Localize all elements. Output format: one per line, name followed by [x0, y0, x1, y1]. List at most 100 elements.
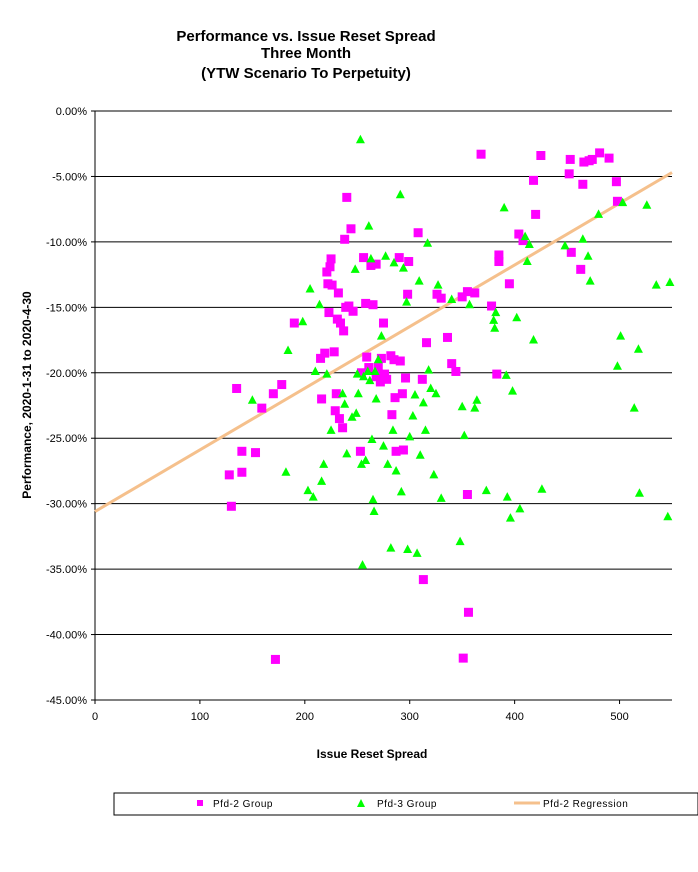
- pfd2-point: [564, 169, 574, 179]
- pfd2-point: [451, 366, 461, 376]
- pfd2-point: [397, 389, 407, 399]
- pfd2-point: [346, 224, 356, 234]
- pfd2-point: [373, 363, 383, 373]
- pfd2-point: [457, 292, 467, 302]
- y-tick-label: -25.00%: [46, 433, 87, 445]
- pfd2-point: [268, 389, 278, 399]
- pfd2-point: [612, 196, 622, 206]
- pfd2-point: [395, 356, 405, 366]
- pfd3-point: [472, 395, 482, 404]
- pfd3-point: [426, 383, 436, 392]
- x-tick-label: 200: [296, 711, 314, 723]
- pfd3-point: [585, 276, 595, 285]
- pfd3-point: [642, 200, 652, 209]
- pfd3-point: [303, 485, 313, 495]
- pfd2-point: [390, 393, 400, 403]
- pfd3-point: [351, 408, 361, 417]
- pfd2-point: [536, 151, 546, 161]
- pfd2-point: [494, 257, 504, 267]
- pfd2-point: [463, 607, 473, 617]
- pfd3-point: [396, 486, 406, 496]
- pfd3-point: [560, 240, 570, 250]
- pfd2-point: [376, 353, 386, 363]
- pfd3-point: [370, 366, 380, 375]
- pfd3-point: [386, 543, 396, 552]
- pfd3-point: [501, 370, 511, 379]
- pfd3-point: [436, 493, 446, 502]
- pfd2-point: [375, 377, 385, 387]
- chart-title: Performance vs. Issue Reset Spread Three…: [176, 28, 435, 82]
- pfd2-point: [529, 175, 539, 185]
- pfd2-point: [364, 363, 374, 373]
- y-tick-label: -35.00%: [46, 564, 87, 576]
- y-tick-label: -10.00%: [46, 237, 87, 249]
- pfd2-point: [379, 318, 388, 328]
- pfd2-point: [401, 373, 411, 383]
- y-tick-label: -45.00%: [46, 695, 87, 707]
- pfd2-point: [391, 446, 401, 456]
- chart-title-line-1: Performance vs. Issue Reset Spread: [176, 28, 435, 45]
- pfd2-point: [442, 332, 452, 342]
- pfd3-point: [423, 238, 433, 247]
- pfd2-point: [565, 154, 575, 164]
- pfd3-point: [383, 459, 393, 468]
- pfd3-point: [502, 492, 512, 501]
- pfd2-point: [320, 348, 330, 358]
- pfd2-point: [361, 298, 371, 308]
- pfd3-point: [355, 134, 365, 144]
- x-tick-label: 0: [92, 711, 98, 723]
- pfd3-point: [481, 485, 491, 495]
- legend-regression-label: Pfd-2 Regression: [543, 799, 628, 810]
- pfd3-point: [371, 393, 381, 403]
- pfd2-point: [404, 257, 414, 267]
- pfd2-point: [422, 338, 432, 348]
- pfd2-point: [340, 234, 350, 244]
- pfd3-point: [455, 536, 465, 546]
- pfd3-point: [363, 366, 373, 375]
- pfd3-point: [537, 484, 547, 493]
- pfd3-point: [583, 251, 593, 260]
- pfd3-point: [310, 366, 320, 375]
- pfd3-point: [373, 354, 383, 364]
- pfd2-point: [329, 347, 339, 357]
- pfd2-point: [316, 353, 326, 363]
- pfd3-point: [457, 401, 467, 411]
- pfd3-point: [412, 548, 422, 557]
- x-tick-label: 300: [401, 711, 419, 723]
- pfd3-point: [369, 506, 379, 516]
- pfd2-point: [458, 653, 468, 663]
- pfd2-point: [604, 153, 614, 163]
- pfd3-point: [524, 239, 534, 249]
- pfd3-point: [317, 476, 327, 485]
- pfd2-point: [338, 423, 348, 433]
- pfd2-point: [333, 288, 343, 298]
- pfd3-point: [340, 399, 350, 408]
- pfd2-point: [398, 445, 408, 455]
- pfd3-point: [364, 221, 374, 230]
- pfd3-point: [465, 299, 475, 309]
- pfd3-point: [326, 425, 336, 434]
- pfd2-point: [389, 355, 399, 365]
- pfd2-point: [277, 380, 287, 390]
- pfd2-point: [322, 267, 332, 277]
- pfd3-point: [447, 294, 457, 303]
- pfd3-point: [612, 361, 622, 370]
- pfd2-point: [251, 448, 261, 458]
- pfd2-point: [487, 301, 497, 311]
- pfd3-point: [629, 403, 639, 412]
- pfd2-point: [344, 301, 354, 311]
- pfd2-point: [394, 253, 404, 263]
- pfd3-point: [433, 280, 443, 289]
- x-axis-label: Issue Reset Spread: [317, 747, 428, 761]
- legend-pfd2-marker: [197, 800, 203, 806]
- pfd3-point: [490, 323, 500, 332]
- legend: Pfd-2 Group Pfd-3 Group Pfd-2 Regression: [113, 792, 698, 816]
- pfd3-point: [395, 189, 405, 199]
- chart-title-line-2: Three Month: [261, 45, 351, 62]
- pfd3-point: [247, 395, 257, 404]
- pfd3-point: [512, 312, 522, 322]
- pfd2-point: [531, 209, 541, 219]
- legend-pfd3-marker: [357, 799, 365, 807]
- y-tick-label: -40.00%: [46, 630, 87, 642]
